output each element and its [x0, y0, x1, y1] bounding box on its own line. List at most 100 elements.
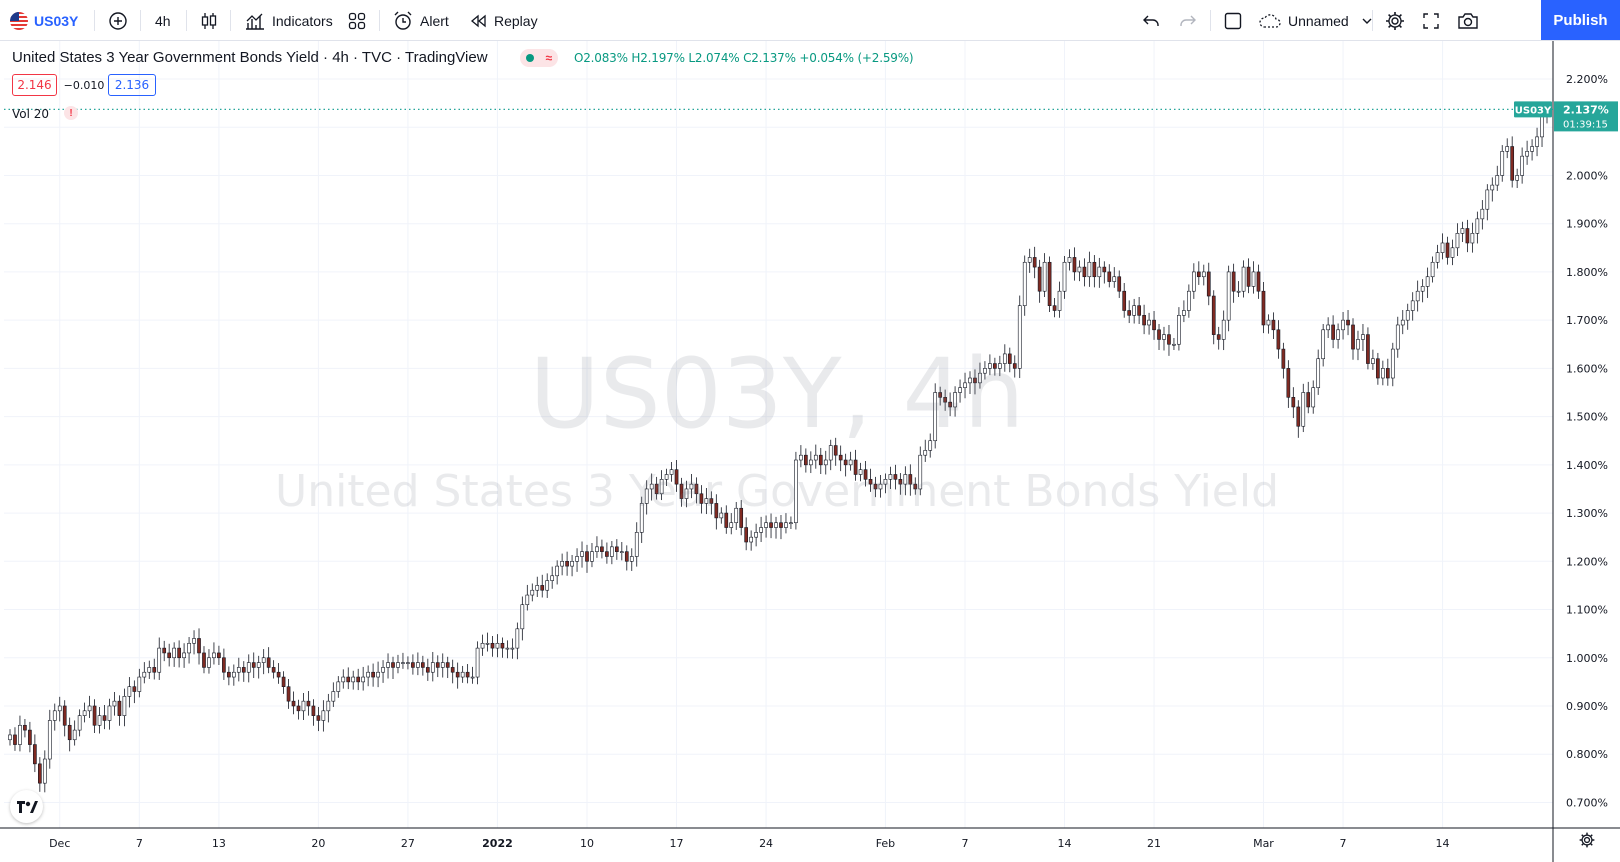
candle	[610, 546, 614, 557]
candle	[142, 671, 147, 678]
candle	[565, 560, 569, 567]
candle	[132, 686, 137, 692]
candle	[256, 662, 261, 668]
candle	[828, 445, 833, 461]
candle	[510, 647, 515, 650]
candle	[1371, 358, 1375, 364]
candle	[346, 676, 351, 683]
x-tick-label: 17	[670, 837, 684, 850]
candle	[376, 671, 380, 678]
indicators-icon	[246, 13, 264, 30]
replay-button[interactable]: Replay	[468, 0, 538, 41]
candle	[754, 532, 758, 538]
volume-label[interactable]: Vol 20	[12, 107, 50, 121]
candle	[1480, 208, 1485, 220]
candle	[624, 551, 629, 562]
candle	[1395, 324, 1400, 350]
y-tick-label: 1.200%	[1566, 555, 1608, 568]
candle	[928, 440, 933, 451]
symbol-search-button[interactable]: US03Y	[10, 0, 78, 41]
candle	[356, 676, 361, 683]
candle	[1500, 151, 1505, 176]
compare-button[interactable]	[108, 0, 128, 41]
candle	[799, 454, 803, 461]
candle	[1256, 271, 1261, 292]
candle	[938, 392, 943, 398]
redo-button[interactable]	[1178, 0, 1198, 41]
candle	[102, 715, 107, 721]
candle	[823, 459, 828, 466]
candle	[326, 700, 331, 712]
candle	[117, 700, 122, 716]
candle	[411, 662, 415, 668]
series-title[interactable]: United States 3 Year Government Bonds Yi…	[12, 49, 488, 66]
chart-type-button[interactable]	[198, 0, 220, 41]
candle	[883, 479, 888, 485]
candle	[1002, 353, 1007, 364]
candle	[33, 744, 37, 765]
candle	[1226, 271, 1231, 321]
candle	[988, 363, 992, 369]
x-tick-label: 21	[1147, 837, 1161, 850]
symbol-label: US03Y	[34, 12, 79, 29]
gear-icon	[1579, 832, 1595, 848]
candle	[97, 715, 102, 726]
candle	[28, 729, 32, 745]
y-tick-label: 1.300%	[1566, 507, 1608, 520]
candle	[147, 667, 152, 673]
scale-settings-button[interactable]	[1578, 831, 1596, 854]
settings-button[interactable]	[1384, 0, 1406, 41]
fullscreen-layout-button[interactable]	[1223, 0, 1243, 41]
candle	[316, 715, 321, 721]
x-tick-label: 14	[1436, 837, 1450, 850]
candle	[843, 459, 848, 466]
toolbar-divider	[230, 10, 231, 31]
price-tag-value: 2.137%	[1563, 103, 1609, 116]
toolbar-divider	[140, 10, 141, 31]
candle	[1311, 387, 1316, 408]
candle	[1455, 233, 1460, 249]
candle	[1535, 136, 1539, 147]
candle	[709, 498, 714, 504]
market-status[interactable]: ≈	[520, 49, 558, 67]
candle	[1117, 276, 1122, 292]
x-tick-label: 10	[580, 837, 594, 850]
candle	[873, 483, 878, 490]
candle	[1037, 266, 1042, 292]
undo-button[interactable]	[1141, 0, 1161, 41]
bid-price[interactable]: 2.146	[12, 74, 57, 96]
y-tick-label: 1.600%	[1566, 362, 1608, 375]
candle	[898, 479, 903, 485]
layout-menu-button[interactable]: Unnamed	[1258, 0, 1375, 41]
candle	[968, 377, 972, 384]
ask-price[interactable]: 2.136	[108, 74, 156, 96]
candle	[321, 710, 326, 721]
candle	[336, 681, 341, 692]
tradingview-logo[interactable]	[10, 790, 43, 823]
candle	[112, 700, 117, 707]
candle	[545, 580, 550, 591]
indicators-button[interactable]: Indicators	[244, 0, 333, 41]
candle	[386, 662, 390, 668]
camera-icon	[1458, 12, 1478, 29]
candle	[1162, 334, 1166, 340]
alert-button[interactable]: Alert	[392, 0, 449, 41]
publish-button[interactable]: Publish	[1541, 0, 1620, 40]
candle	[923, 450, 928, 456]
interval-button[interactable]: 4h	[155, 0, 171, 41]
candle	[943, 397, 947, 403]
candle	[212, 652, 216, 659]
fullscreen-button[interactable]	[1421, 0, 1441, 41]
candle	[440, 662, 445, 668]
candle	[1520, 155, 1524, 176]
candle	[430, 662, 435, 673]
candle	[729, 522, 734, 528]
templates-button[interactable]	[347, 0, 367, 41]
candle	[182, 652, 186, 659]
ohlc-values: O2.083% H2.197% L2.074% C2.137% +0.054% …	[574, 51, 914, 65]
warning-icon[interactable]: !	[64, 106, 78, 120]
candle	[1211, 295, 1216, 335]
candle	[1385, 368, 1390, 379]
snapshot-button[interactable]	[1456, 0, 1480, 41]
